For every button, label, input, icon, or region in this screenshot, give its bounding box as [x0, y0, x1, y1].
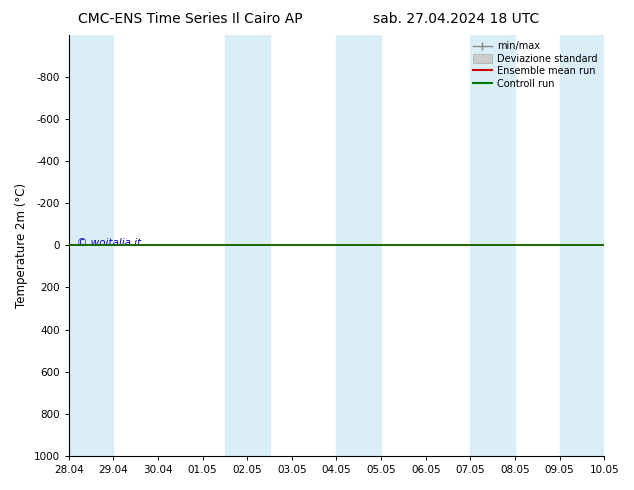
Bar: [68, 35, 113, 456]
Text: CMC-ENS Time Series Il Cairo AP: CMC-ENS Time Series Il Cairo AP: [78, 12, 302, 26]
Bar: [225, 35, 269, 456]
Text: sab. 27.04.2024 18 UTC: sab. 27.04.2024 18 UTC: [373, 12, 540, 26]
Y-axis label: Temperature 2m (°C): Temperature 2m (°C): [15, 183, 28, 308]
Bar: [470, 35, 515, 456]
Bar: [560, 35, 604, 456]
Legend: min/max, Deviazione standard, Ensemble mean run, Controll run: min/max, Deviazione standard, Ensemble m…: [470, 40, 599, 91]
Bar: [337, 35, 381, 456]
Text: © woitalia.it: © woitalia.it: [77, 238, 141, 248]
